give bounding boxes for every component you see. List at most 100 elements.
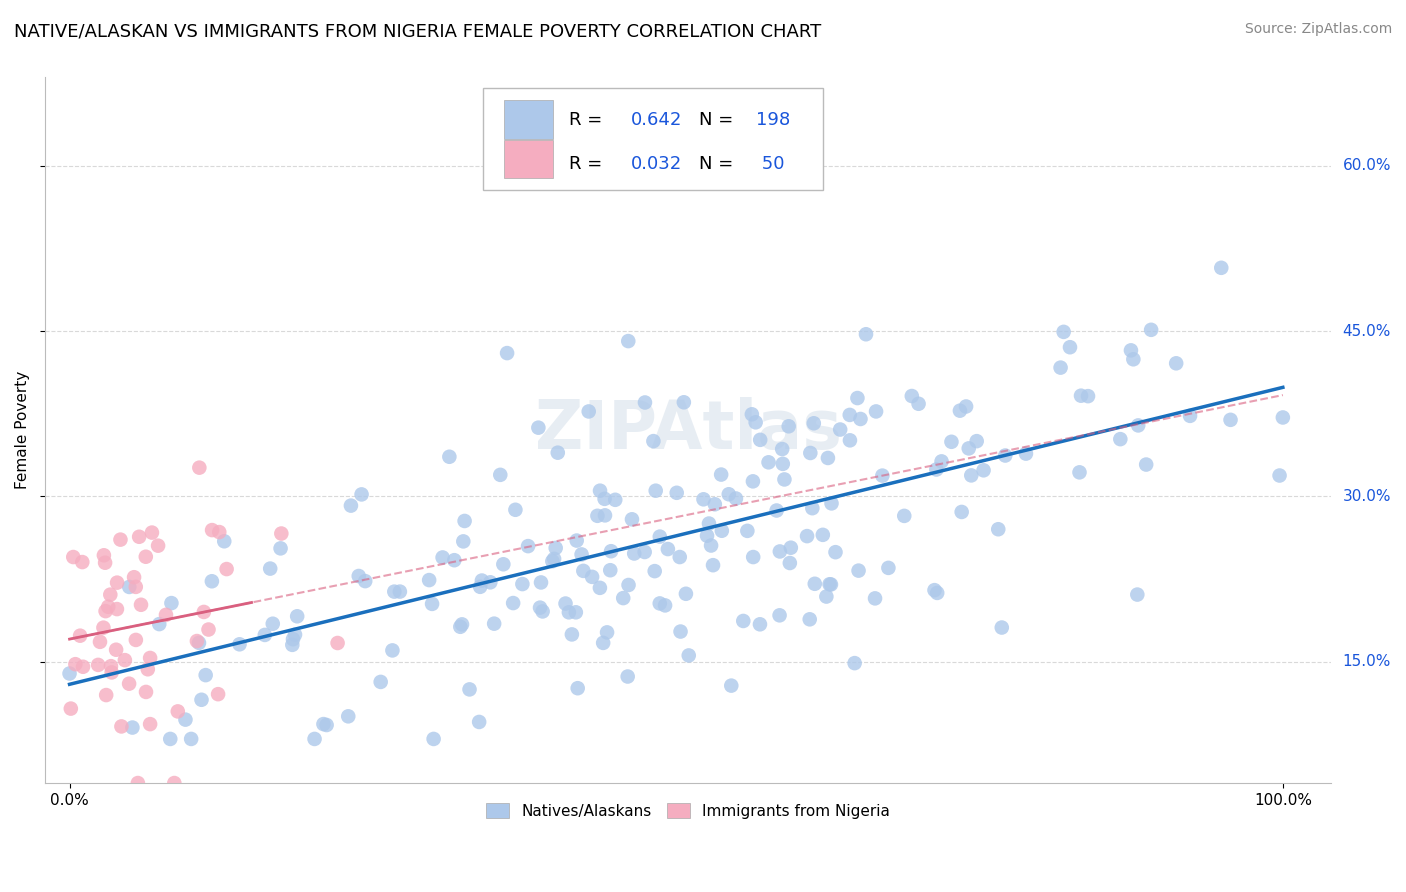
Point xyxy=(696,529,718,543)
Text: 50: 50 xyxy=(756,154,785,172)
Point xyxy=(160,596,183,610)
Point xyxy=(744,415,766,429)
Point xyxy=(531,604,554,618)
Point xyxy=(1122,352,1144,367)
Point xyxy=(110,719,132,733)
Point xyxy=(468,714,491,729)
Point xyxy=(849,412,872,426)
Point xyxy=(893,508,915,523)
Point xyxy=(672,395,695,409)
Point xyxy=(443,553,465,567)
Point xyxy=(139,651,162,665)
Point xyxy=(432,550,454,565)
Point xyxy=(127,776,149,790)
Point xyxy=(94,556,117,570)
Point xyxy=(572,564,595,578)
Point xyxy=(1268,468,1291,483)
Point xyxy=(779,556,801,570)
Text: N =: N = xyxy=(699,154,738,172)
Point xyxy=(720,679,742,693)
Point xyxy=(201,574,224,589)
Point xyxy=(547,445,569,459)
Point xyxy=(1015,447,1038,461)
Point xyxy=(354,574,377,588)
Point xyxy=(418,573,440,587)
Text: 60.0%: 60.0% xyxy=(1343,158,1391,173)
Point xyxy=(1126,588,1149,602)
Point xyxy=(634,395,657,409)
Point xyxy=(470,580,492,594)
Point xyxy=(804,576,827,591)
Point xyxy=(97,599,120,614)
Point xyxy=(846,391,869,405)
Point xyxy=(623,547,645,561)
Point xyxy=(643,434,665,449)
Point xyxy=(65,657,87,672)
Point xyxy=(453,534,475,549)
Point xyxy=(337,709,360,723)
Point xyxy=(388,584,411,599)
Text: N =: N = xyxy=(699,112,738,129)
Point xyxy=(818,577,841,591)
Point xyxy=(592,636,614,650)
Point xyxy=(121,721,143,735)
Bar xyxy=(505,100,554,139)
Point xyxy=(648,530,671,544)
Point xyxy=(949,403,972,417)
Point xyxy=(848,564,870,578)
Point xyxy=(155,607,177,622)
Point xyxy=(118,580,141,594)
Point xyxy=(270,526,292,541)
Point xyxy=(1053,325,1076,339)
Point xyxy=(422,731,444,746)
Point xyxy=(924,583,946,598)
Point xyxy=(439,450,461,464)
Point xyxy=(340,499,363,513)
Point xyxy=(648,596,671,610)
Point xyxy=(991,621,1014,635)
Point xyxy=(72,659,94,673)
Point xyxy=(326,636,349,650)
Text: R =: R = xyxy=(568,112,607,129)
Point xyxy=(201,523,224,537)
Point xyxy=(844,656,866,670)
Point xyxy=(163,776,186,790)
Point xyxy=(565,533,588,548)
Point xyxy=(98,588,121,602)
Point xyxy=(703,497,725,511)
Point xyxy=(955,400,977,414)
Point xyxy=(815,590,838,604)
Point xyxy=(820,496,842,510)
Point xyxy=(193,605,215,619)
Point xyxy=(824,545,846,559)
Point xyxy=(174,713,197,727)
Point xyxy=(1077,389,1099,403)
Point xyxy=(259,561,281,575)
Point xyxy=(381,643,404,657)
Point xyxy=(1119,343,1142,358)
Point xyxy=(737,524,759,538)
Point xyxy=(702,558,724,573)
Point xyxy=(558,605,581,619)
Point xyxy=(770,442,793,456)
Point xyxy=(135,549,157,564)
Point xyxy=(1049,360,1071,375)
Point xyxy=(612,591,634,606)
Point xyxy=(927,586,949,600)
Point xyxy=(717,487,740,501)
Point xyxy=(110,533,132,547)
Point xyxy=(593,491,616,506)
Point xyxy=(1166,356,1188,370)
Point xyxy=(593,508,616,523)
Point xyxy=(451,617,474,632)
Point xyxy=(214,534,236,549)
Point xyxy=(505,503,527,517)
Point xyxy=(863,591,886,606)
Point xyxy=(370,674,392,689)
Point xyxy=(141,525,163,540)
Point xyxy=(801,501,824,516)
Point xyxy=(581,570,603,584)
Point xyxy=(59,701,82,715)
Point xyxy=(105,575,128,590)
Point xyxy=(596,625,619,640)
